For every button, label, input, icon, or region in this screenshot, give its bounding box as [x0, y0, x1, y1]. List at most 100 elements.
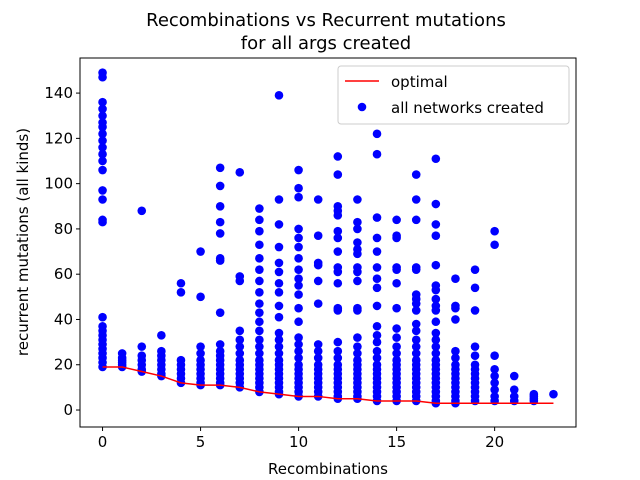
plot-frame [79, 57, 577, 428]
scatter-point [411, 215, 421, 225]
scatter-point [372, 149, 382, 159]
scatter-point [235, 335, 245, 345]
scatter-point [98, 312, 107, 322]
scatter-point [98, 143, 107, 152]
scatter-point [313, 195, 323, 204]
scatter-point [490, 351, 499, 360]
scatter-point [411, 195, 421, 204]
scatter-point [353, 349, 362, 358]
scatter-point [98, 129, 107, 139]
scatter-point [431, 317, 441, 327]
scatter-point [392, 215, 401, 225]
scatter-point [411, 306, 421, 315]
scatter-point [137, 206, 147, 216]
scatter-point [255, 317, 264, 327]
scatter-point [372, 247, 382, 256]
y-tick-label: 100 [44, 175, 73, 193]
scatter-point [333, 337, 343, 347]
scatter-point [451, 274, 460, 284]
scatter-point [411, 170, 421, 179]
scatter-point [98, 122, 107, 132]
scatter-point [176, 288, 186, 297]
legend-label-optimal: optimal [391, 73, 448, 91]
scatter-point [333, 247, 343, 256]
scatter-point [451, 303, 460, 313]
scatter-point [98, 136, 107, 145]
scatter-point [215, 340, 225, 349]
scatter-point [353, 217, 362, 227]
scatter-point [509, 385, 519, 394]
scatter-point [294, 224, 303, 234]
scatter-point [411, 342, 421, 351]
scatter-point [353, 276, 362, 286]
scatter-point [294, 242, 303, 252]
scatter-point [274, 220, 284, 229]
scatter-point [98, 156, 107, 166]
scatter-point [333, 152, 343, 161]
scatter-point [235, 342, 245, 351]
scatter-point [490, 226, 499, 236]
scatter-point [431, 154, 441, 164]
scatter-point [98, 111, 107, 121]
x-tick-label: 20 [485, 433, 504, 451]
scatter-point [274, 288, 284, 297]
legend-label-networks: all networks created [391, 99, 544, 117]
scatter-point [372, 283, 382, 293]
scatter-point [333, 267, 343, 277]
scatter-point [98, 165, 107, 175]
scatter-point [255, 288, 264, 297]
scatter-point [313, 353, 323, 363]
scatter-point [392, 265, 401, 274]
scatter-point [353, 238, 362, 247]
scatter-point [98, 72, 107, 82]
scatter-point [255, 265, 264, 274]
x-tick-label: 0 [98, 433, 108, 451]
scatter-point [372, 274, 382, 284]
scatter-point [392, 333, 401, 342]
scatter-point [333, 278, 343, 288]
scatter-point [333, 306, 343, 315]
scatter-point [313, 346, 323, 356]
scatter-point [353, 249, 362, 259]
scatter-point [157, 331, 166, 340]
scatter-point [274, 242, 284, 252]
scatter-point [353, 195, 362, 204]
scatter-point [392, 233, 401, 243]
scatter-point [215, 217, 225, 227]
scatter-point [255, 254, 264, 263]
scatter-point [411, 265, 421, 274]
scatter-point [274, 195, 284, 204]
scatter-point [313, 276, 323, 286]
scatter-point [392, 324, 401, 333]
scatter-point [274, 342, 284, 351]
scatter-point [294, 290, 303, 299]
scatter-point [470, 265, 480, 274]
scatter-point [235, 168, 245, 177]
scatter-point [294, 317, 303, 327]
scatter-point [274, 267, 284, 277]
y-tick-label: 0 [63, 401, 73, 419]
scatter-point [176, 278, 186, 288]
scatter-point [431, 294, 441, 304]
scatter-point [255, 335, 264, 345]
scatter-point [451, 353, 460, 363]
scatter-point [372, 213, 382, 222]
scatter-point [98, 186, 107, 195]
scatter-point [196, 292, 205, 302]
scatter-point [372, 129, 382, 139]
scatter-point [274, 328, 284, 338]
scatter-point [353, 333, 362, 342]
scatter-point [98, 195, 107, 204]
scatter-point [490, 371, 499, 381]
scatter-point [274, 91, 284, 100]
scatter-point [431, 335, 441, 345]
scatter-point [255, 326, 264, 336]
scatter-point [274, 349, 284, 358]
scatter-point [392, 303, 401, 313]
scatter-point [98, 149, 107, 159]
scatter-point [353, 342, 362, 351]
scatter-point [372, 301, 382, 311]
x-tick-label: 15 [387, 433, 406, 451]
scatter-point [431, 306, 441, 315]
x-axis-label: Recombinations [268, 460, 388, 478]
